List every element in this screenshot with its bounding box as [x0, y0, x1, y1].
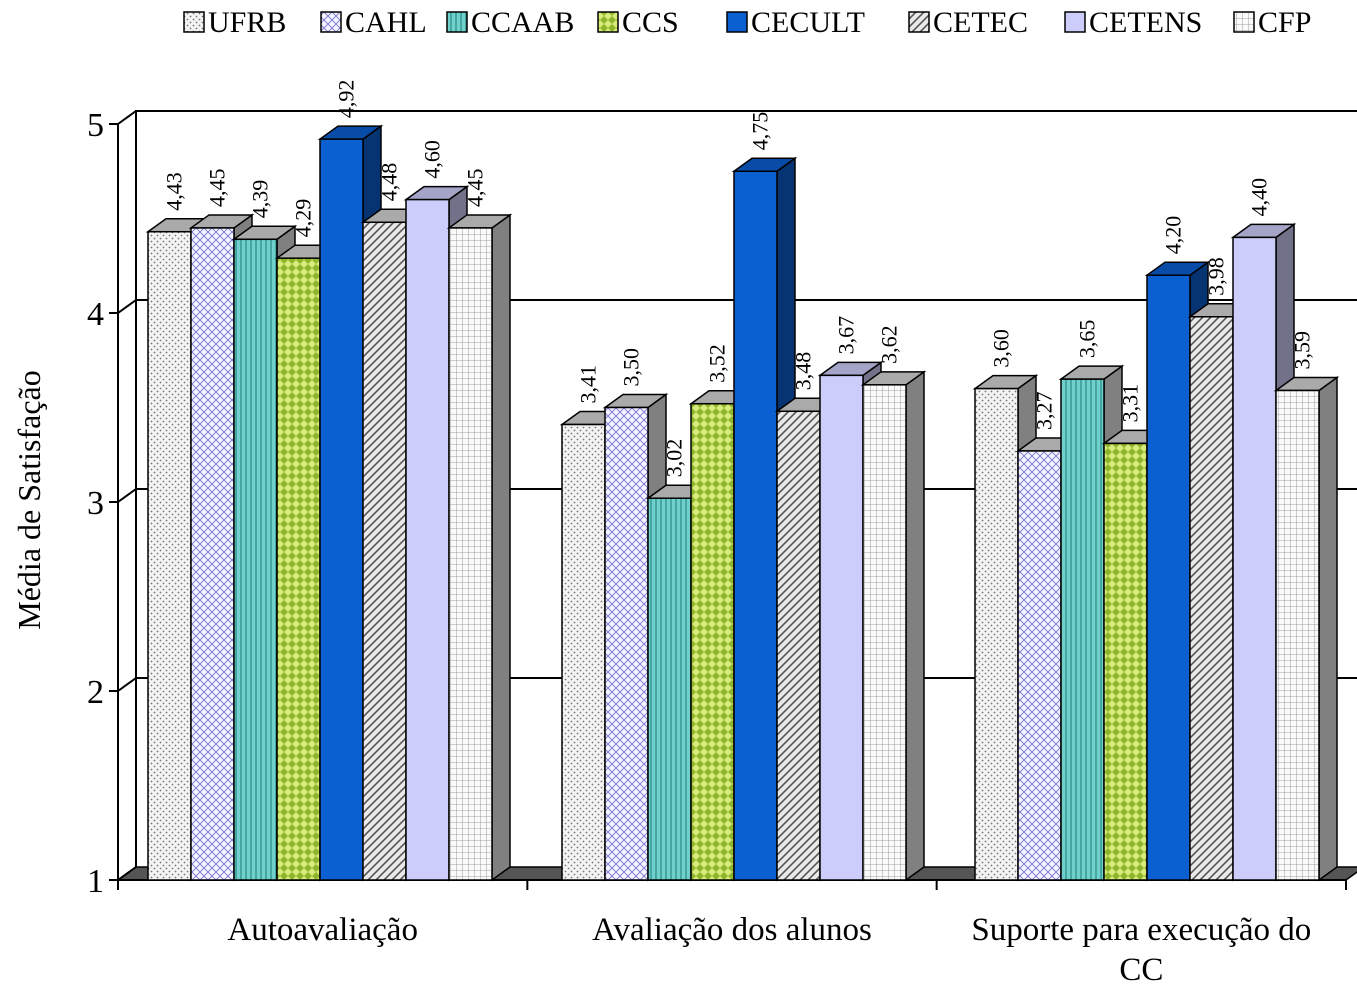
legend-label-cetec: CETEC [933, 6, 1028, 39]
bar-cahl-autoavaliacao-front [190, 227, 235, 881]
bar-ufrb-avaliacao-dos-alunos-front [561, 423, 606, 881]
value-label-cecult-autoavaliacao: 4,92 [334, 80, 359, 119]
bar-cfp-autoavaliacao [446, 213, 513, 882]
bar-cetec-avaliacao-dos-alunos-front [776, 410, 821, 881]
value-label-cfp-suporte-para-execucao-do-cc: 3,59 [1290, 331, 1315, 370]
bar-ccaab-suporte-para-execucao-do-cc-front [1060, 378, 1105, 881]
bar-cfp-avaliacao-dos-alunos-side [905, 370, 925, 882]
legend-swatch-ufrb [183, 11, 205, 33]
value-label-ccaab-avaliacao-dos-alunos: 3,02 [662, 439, 687, 478]
bar-ccs-autoavaliacao-front [276, 257, 321, 881]
legend-item-ufrb: UFRB [183, 6, 286, 39]
bar-cetens-autoavaliacao-front [405, 198, 450, 881]
x-category-label-autoavaliacao: Autoavaliação [227, 912, 418, 948]
legend-swatch-ccs [597, 11, 619, 33]
value-label-ccs-suporte-para-execucao-do-cc: 3,31 [1118, 384, 1143, 423]
legend-label-cahl: CAHL [345, 6, 427, 39]
bar-cetens-avaliacao-dos-alunos-front [819, 374, 864, 881]
y-tick-label-5: 5 [87, 107, 104, 144]
y-tick-label-3: 3 [87, 485, 104, 522]
value-label-ufrb-avaliacao-dos-alunos: 3,41 [576, 365, 601, 404]
legend-item-ccs: CCS [597, 6, 679, 39]
bar-ccs-avaliacao-dos-alunos-front [690, 402, 735, 881]
bar-cfp-autoavaliacao-front [448, 227, 493, 881]
bars [145, 124, 1340, 882]
bar-ccaab-avaliacao-dos-alunos-front [647, 497, 692, 881]
value-label-cetec-suporte-para-execucao-do-cc: 3,98 [1204, 257, 1229, 296]
legend-label-ufrb: UFRB [208, 6, 286, 39]
y-axis-label: Média de Satisfação [11, 370, 47, 629]
y-axis: 1 2 3 4 5 [87, 107, 137, 900]
value-label-cetens-avaliacao-dos-alunos: 3,67 [834, 316, 859, 355]
bar-cecult-avaliacao-dos-alunos-front [733, 170, 778, 881]
value-label-ccaab-autoavaliacao: 4,39 [248, 180, 273, 219]
value-label-ufrb-suporte-para-execucao-do-cc: 3,60 [989, 329, 1014, 368]
value-label-cahl-autoavaliacao: 4,45 [205, 168, 230, 207]
bar-ufrb-autoavaliacao-front [147, 230, 192, 881]
legend-label-cecult: CECULT [751, 6, 865, 39]
bar-ccaab-autoavaliacao-front [233, 238, 278, 881]
value-label-ccs-autoavaliacao: 4,29 [291, 199, 316, 238]
value-label-cecult-suporte-para-execucao-do-cc: 4,20 [1161, 216, 1186, 255]
value-label-cetec-avaliacao-dos-alunos: 3,48 [791, 352, 816, 391]
legend-label-ccaab: CCAAB [471, 6, 574, 39]
gridline-depth-3 [117, 488, 137, 503]
bar-cecult-suporte-para-execucao-do-cc-front [1146, 274, 1191, 881]
plot-area: 1 2 3 4 5 Autoavaliação Avaliação dos alunos S… [87, 80, 1357, 988]
bar-cfp-avaliacao-dos-alunos-front [862, 384, 907, 881]
bar-cetens-suporte-para-execucao-do-cc-front [1232, 236, 1277, 881]
legend-swatch-ccaab [446, 11, 468, 33]
legend-swatch-cecult [726, 11, 748, 33]
y-tick-label-2: 2 [87, 674, 104, 711]
legend-label-cetens: CETENS [1089, 6, 1202, 39]
bar-cfp-autoavaliacao-side [491, 213, 511, 882]
legend-swatch-cfp [1233, 11, 1255, 33]
value-label-cahl-avaliacao-dos-alunos: 3,50 [619, 348, 644, 387]
value-label-cfp-avaliacao-dos-alunos: 3,62 [877, 325, 902, 364]
legend-item-cfp: CFP [1233, 6, 1311, 39]
legend-item-cetens: CETENS [1064, 6, 1202, 39]
bar-cfp-suporte-para-execucao-do-cc-front [1275, 389, 1320, 881]
bar-cfp-suporte-para-execucao-do-cc [1273, 376, 1340, 882]
value-label-ufrb-autoavaliacao: 4,43 [162, 172, 187, 211]
value-label-cetens-suporte-para-execucao-do-cc: 4,40 [1247, 178, 1272, 217]
value-labels: 4,43 4,45 4,39 4,29 4,92 4,48 4,60 4,45 3,41 3,50… [162, 80, 1315, 478]
legend-swatch-cahl [320, 11, 342, 33]
legend-item-cahl: CAHL [320, 6, 427, 39]
gridline-depth-4 [117, 299, 137, 314]
value-label-cfp-autoavaliacao: 4,45 [463, 168, 488, 207]
value-label-cetec-autoavaliacao: 4,48 [377, 163, 402, 202]
x-category-label-avaliacao-dos-alunos: Avaliação dos alunos [592, 912, 872, 948]
legend-swatch-cetec [908, 11, 930, 33]
legend-swatch-cetens [1064, 11, 1086, 33]
bar-cetec-suporte-para-execucao-do-cc-front [1189, 316, 1234, 881]
chart-legend: UFRB CAHL CCAAB CCS CECULT CETEC CETENS CFP [183, 6, 1311, 39]
value-label-ccaab-suporte-para-execucao-do-cc: 3,65 [1075, 320, 1100, 359]
gridline-depth-5 [117, 110, 137, 125]
legend-label-ccs: CCS [622, 6, 679, 39]
gridline-depth-2 [117, 677, 137, 692]
x-category-label-suporte-para-execucao-do-cc: Suporte para execução do CC [971, 912, 1311, 988]
bar-cetec-autoavaliacao-front [362, 221, 407, 881]
value-label-cecult-avaliacao-dos-alunos: 4,75 [748, 112, 773, 151]
bar-ccs-suporte-para-execucao-do-cc-front [1103, 442, 1148, 881]
value-label-cahl-suporte-para-execucao-do-cc: 3,27 [1032, 391, 1057, 430]
bar-cecult-autoavaliacao-front [319, 138, 364, 881]
x-axis: Autoavaliação Avaliação dos alunos Suporte… [117, 879, 1347, 988]
value-label-ccs-avaliacao-dos-alunos: 3,52 [705, 344, 730, 383]
bar-cfp-avaliacao-dos-alunos [860, 370, 927, 882]
bar-cahl-avaliacao-dos-alunos-front [604, 406, 649, 881]
bar-cfp-suporte-para-execucao-do-cc-side [1318, 376, 1338, 882]
legend-item-ccaab: CCAAB [446, 6, 574, 39]
legend-label-cfp: CFP [1258, 6, 1311, 39]
y-tick-label-1: 1 [87, 863, 104, 900]
legend-item-cecult: CECULT [726, 6, 865, 39]
value-label-cetens-autoavaliacao: 4,60 [420, 140, 445, 179]
bar-ufrb-suporte-para-execucao-do-cc-front [974, 387, 1019, 881]
legend-item-cetec: CETEC [908, 6, 1028, 39]
y-tick-label-4: 4 [87, 296, 104, 333]
y-axis-depth-line [117, 866, 137, 881]
bar-cahl-suporte-para-execucao-do-cc-front [1017, 450, 1062, 881]
